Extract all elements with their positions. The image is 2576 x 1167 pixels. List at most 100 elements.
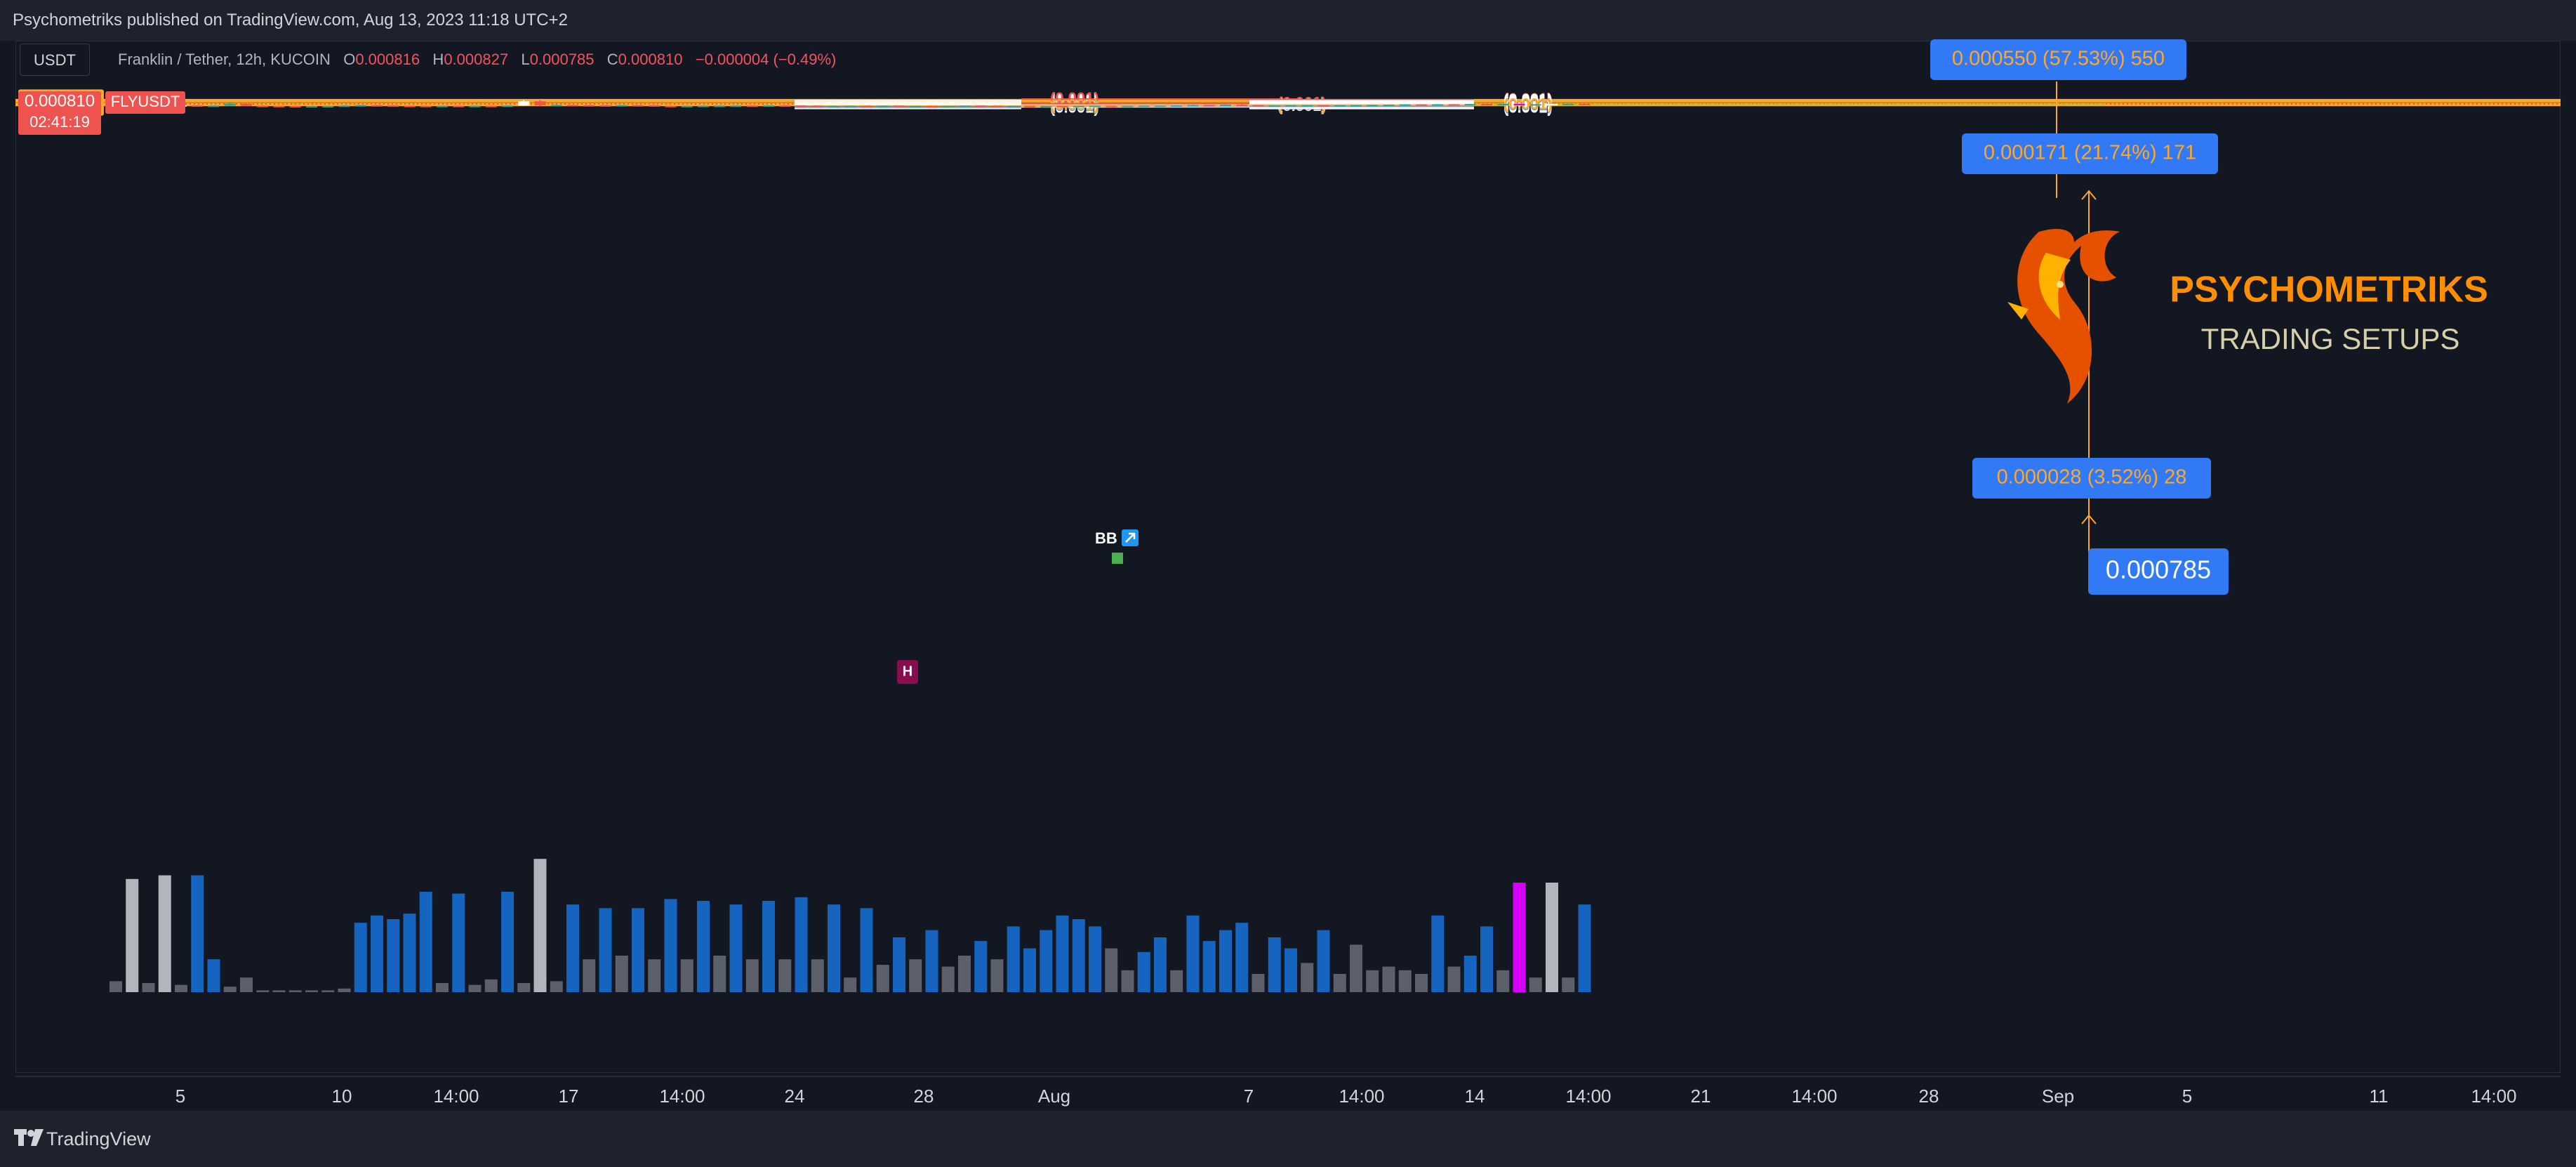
measure-label-box[interactable]: [1930, 39, 2186, 80]
currency-selector[interactable]: USDT: [20, 44, 90, 76]
candle-body[interactable]: [534, 101, 546, 105]
candle-body[interactable]: [779, 105, 791, 107]
candle-body[interactable]: [289, 106, 301, 108]
candle-body[interactable]: [322, 105, 334, 107]
candle-body[interactable]: [828, 105, 839, 107]
candle-body[interactable]: [910, 105, 922, 107]
candle-body[interactable]: [1236, 105, 1248, 107]
candle-body[interactable]: [1089, 105, 1101, 107]
candle-body[interactable]: [877, 105, 889, 107]
candle-body[interactable]: [338, 105, 350, 107]
symbol-tag-bg[interactable]: [105, 91, 185, 114]
candle-body[interactable]: [1367, 105, 1379, 107]
candle-body[interactable]: [1007, 105, 1019, 107]
candle-body[interactable]: [371, 105, 383, 107]
candle-body[interactable]: [616, 105, 628, 107]
price-chart[interactable]: (0.001)(0.001)(0.001)(0.001) (0.001)(0.00…: [0, 0, 2576, 1111]
candle-body[interactable]: [1203, 105, 1215, 107]
candle-body[interactable]: [795, 105, 807, 107]
candle-body[interactable]: [257, 105, 269, 107]
candle-body[interactable]: [224, 103, 236, 106]
candle-body[interactable]: [1334, 105, 1346, 107]
candle-body[interactable]: [1464, 104, 1476, 106]
candle-body[interactable]: [665, 105, 677, 107]
candle-body[interactable]: [1481, 104, 1492, 106]
arrow-up-right-icon-glyph: [1125, 532, 1136, 543]
candle-body[interactable]: [1220, 105, 1231, 107]
candle-body[interactable]: [1416, 104, 1427, 106]
tradingview-logo-icon[interactable]: [13, 1126, 46, 1150]
candle-body[interactable]: [1155, 105, 1166, 107]
candle-body[interactable]: [844, 105, 856, 107]
candle-body[interactable]: [1187, 105, 1199, 107]
candle-body[interactable]: [599, 105, 611, 107]
candle-body[interactable]: [208, 105, 220, 107]
volume-bar: [729, 904, 743, 992]
candle-body[interactable]: [1562, 103, 1574, 105]
candle-body[interactable]: [273, 105, 285, 107]
candle-body[interactable]: [1285, 105, 1296, 107]
candle-body[interactable]: [1171, 105, 1183, 107]
candle-body[interactable]: [1268, 105, 1280, 107]
candle-body[interactable]: [1024, 105, 1035, 107]
candle-body[interactable]: [241, 103, 252, 106]
candle-body[interactable]: [698, 105, 709, 107]
candle-body[interactable]: [942, 105, 954, 107]
candle-body[interactable]: [1579, 103, 1591, 105]
candle-body[interactable]: [975, 105, 987, 107]
h-marker-bg[interactable]: [897, 660, 918, 684]
candle-body[interactable]: [192, 105, 204, 107]
candle-body[interactable]: [926, 105, 938, 107]
candle-body[interactable]: [1106, 105, 1117, 107]
candle-body[interactable]: [649, 105, 660, 107]
candle-body[interactable]: [811, 105, 823, 107]
candle-body[interactable]: [730, 105, 742, 107]
candle-body[interactable]: [1432, 104, 1444, 106]
candle-body[interactable]: [1301, 105, 1313, 107]
candle-body[interactable]: [681, 105, 693, 107]
measure-label-box[interactable]: [2088, 548, 2229, 595]
candle-body[interactable]: [991, 105, 1003, 107]
candle-body[interactable]: [404, 105, 416, 107]
candle-body[interactable]: [894, 105, 905, 107]
candle-body[interactable]: [1122, 105, 1134, 107]
candle-body[interactable]: [1056, 105, 1068, 107]
candle-body[interactable]: [502, 105, 513, 107]
candle-body[interactable]: [1399, 104, 1411, 106]
candle-body[interactable]: [1383, 105, 1395, 107]
candle-body[interactable]: [354, 105, 366, 107]
candle-body[interactable]: [583, 105, 595, 107]
measure-label-box[interactable]: [1972, 458, 2211, 499]
candle-body[interactable]: [714, 105, 726, 107]
tradingview-brand[interactable]: TradingView: [46, 1128, 151, 1149]
current-price-tag-bg[interactable]: [18, 91, 101, 135]
candle-body[interactable]: [469, 105, 481, 107]
candle-body[interactable]: [1350, 105, 1362, 107]
symbol-legend[interactable]: Franklin / Tether, 12h, KUCOIN O0.000816…: [118, 49, 836, 70]
candle-body[interactable]: [1138, 105, 1150, 107]
candle-body[interactable]: [861, 105, 872, 107]
candle-body[interactable]: [632, 105, 644, 107]
candle-body[interactable]: [1513, 104, 1525, 106]
candle-body[interactable]: [453, 105, 465, 107]
candle-body[interactable]: [746, 105, 758, 107]
candle-body[interactable]: [550, 105, 562, 107]
candle-body[interactable]: [763, 105, 774, 107]
candle-body[interactable]: [518, 101, 530, 106]
candle-body[interactable]: [387, 105, 399, 107]
candle-body[interactable]: [420, 105, 432, 107]
candle-body[interactable]: [306, 106, 317, 108]
candle-body[interactable]: [1317, 105, 1329, 107]
candle-body[interactable]: [1546, 104, 1558, 106]
candle-body[interactable]: [437, 105, 448, 107]
candle-body[interactable]: [485, 105, 497, 107]
candle-body[interactable]: [1073, 105, 1084, 107]
candle-body[interactable]: [1529, 104, 1541, 106]
candle-body[interactable]: [1448, 104, 1460, 106]
candle-body[interactable]: [1252, 105, 1264, 107]
measure-label-box[interactable]: [1962, 133, 2218, 174]
candle-body[interactable]: [567, 105, 578, 107]
candle-body[interactable]: [1497, 104, 1509, 106]
candle-body[interactable]: [1040, 105, 1052, 107]
candle-body[interactable]: [959, 105, 970, 107]
